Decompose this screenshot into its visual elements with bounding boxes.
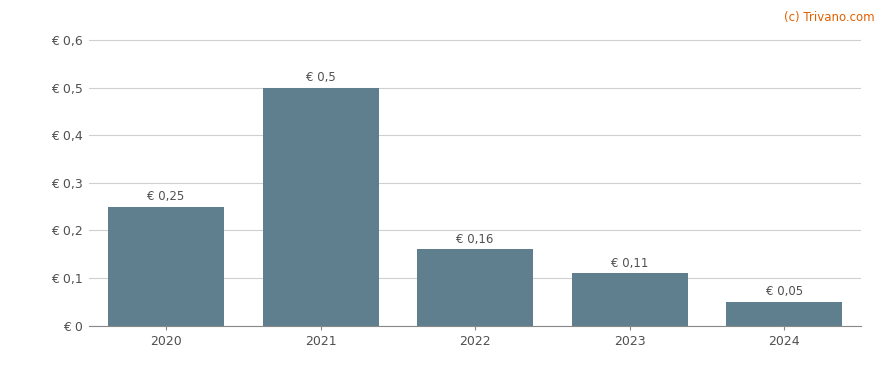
Bar	[263, 88, 378, 326]
Text: (c) Trivano.com: (c) Trivano.com	[784, 11, 875, 24]
Text: € 0,25: € 0,25	[147, 190, 185, 204]
Bar	[572, 273, 687, 326]
Text: € 0,11: € 0,11	[611, 257, 648, 270]
Text: € 0,5: € 0,5	[305, 71, 336, 84]
Text: € 0,05: € 0,05	[765, 286, 803, 299]
Bar	[726, 302, 842, 326]
Bar	[417, 249, 533, 326]
Bar	[108, 207, 224, 326]
Text: € 0,16: € 0,16	[456, 233, 494, 246]
